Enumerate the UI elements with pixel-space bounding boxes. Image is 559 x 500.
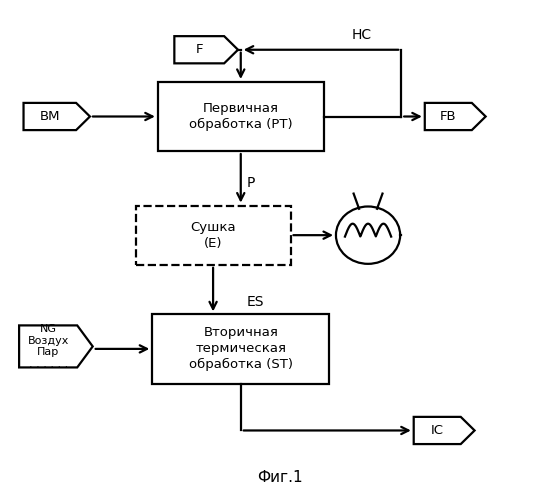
Text: Вторичная
термическая
обработка (ST): Вторичная термическая обработка (ST) <box>189 326 293 372</box>
Text: F: F <box>196 44 203 56</box>
Text: P: P <box>247 176 255 190</box>
Text: BM: BM <box>40 110 60 123</box>
Text: ES: ES <box>247 295 264 309</box>
Bar <box>158 82 324 151</box>
Bar <box>136 206 291 265</box>
Text: FB: FB <box>440 110 457 123</box>
Text: Первичная
обработка (PT): Первичная обработка (PT) <box>189 102 292 131</box>
Text: НС: НС <box>352 28 372 42</box>
Text: IC: IC <box>431 424 444 437</box>
Bar <box>152 314 329 384</box>
Text: Сушка
(E): Сушка (E) <box>190 220 236 250</box>
Text: NG
Воздух
Пар
. . . . . .: NG Воздух Пар . . . . . . <box>27 324 69 369</box>
Text: Фиг.1: Фиг.1 <box>257 470 302 485</box>
